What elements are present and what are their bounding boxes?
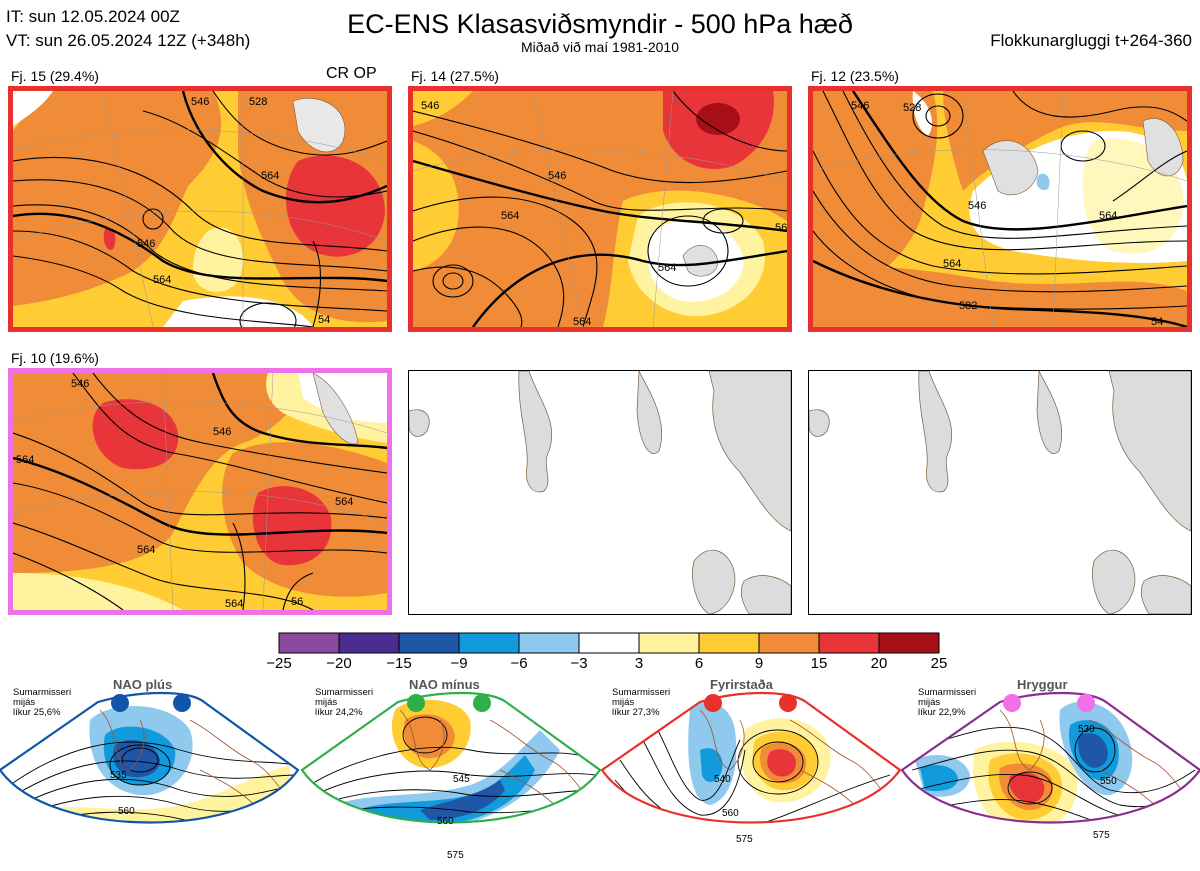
- contour-label: 528: [249, 96, 267, 108]
- empty-map-panel-1: [408, 370, 792, 615]
- colorbar-segment: [698, 632, 760, 654]
- colorbar-segment: [278, 632, 340, 654]
- colorbar-segment: [638, 632, 700, 654]
- contour-label: 564: [1099, 210, 1117, 222]
- contour-label: 564: [225, 598, 243, 610]
- contour-label: 564: [658, 262, 676, 274]
- regime-maps: 535 560 545 560 575: [0, 691, 1200, 861]
- contour-label: 546: [968, 200, 986, 212]
- regime-3-description: Sumarmisseri mijás líkur 27,3%: [612, 687, 671, 718]
- contour-label: 564: [573, 316, 591, 327]
- regime-1-name: NAO plús: [113, 677, 173, 692]
- regime-contour-label: 575: [1093, 830, 1110, 841]
- regime-2-name: NAO mínus: [409, 677, 480, 692]
- contour-label: 582: [959, 300, 977, 312]
- contour-label: 546: [851, 100, 869, 112]
- regime-4-name: Hryggur: [1017, 677, 1068, 692]
- regime-contour-label: 575: [736, 834, 753, 845]
- colorbar-tick-label: 6: [694, 655, 704, 672]
- panel-4-label: Fj. 10 (19.6%): [11, 350, 99, 366]
- contour-label: 564: [335, 496, 353, 508]
- panel-2-label: Fj. 14 (27.5%): [411, 68, 499, 84]
- contour-label: 56: [775, 222, 787, 234]
- contour-label: 564: [16, 454, 34, 466]
- colorbar-tick-label: 9: [754, 655, 764, 672]
- contour-label: 528: [903, 102, 921, 114]
- contour-label: 564: [943, 258, 961, 270]
- regime-contour-label: 530: [1078, 724, 1095, 735]
- contour-label: 564: [137, 544, 155, 556]
- colorbar-tick-label: 3: [634, 655, 644, 672]
- contour-label: 54: [1151, 316, 1163, 327]
- regime-contour-label: 535: [110, 770, 127, 781]
- colorbar-tick-label: 20: [870, 655, 888, 672]
- contour-label: 56: [291, 596, 303, 608]
- contour-label: 546: [421, 100, 439, 112]
- page-subtitle: Miðað við maí 1981-2010: [521, 39, 679, 55]
- colorbar-tick-label: −20: [326, 655, 352, 672]
- colorbar-segment: [818, 632, 880, 654]
- cluster-map-4: 546 546 564 564 564 564 56: [13, 373, 387, 610]
- colorbar-segment: [578, 632, 640, 654]
- anomaly-colorbar: [278, 632, 940, 654]
- contour-label: 564: [501, 210, 519, 222]
- regime-4-description: Sumarmisseri mijás líkur 22,9%: [918, 687, 977, 718]
- colorbar-tick-label: −9: [450, 655, 468, 672]
- colorbar-segment: [758, 632, 820, 654]
- regime-contour-label: 575: [447, 850, 464, 861]
- colorbar-segment: [338, 632, 400, 654]
- contour-label: 564: [261, 170, 279, 182]
- colorbar-tick-label: −6: [510, 655, 528, 672]
- regime-contour-label: 560: [722, 808, 739, 819]
- colorbar-tick-label: −15: [386, 655, 412, 672]
- colorbar-tick-label: −3: [570, 655, 588, 672]
- colorbar-segment: [518, 632, 580, 654]
- contour-label: 54: [318, 314, 330, 326]
- cluster-map-panel-3: 546 528 546 564 564 582 54: [808, 86, 1192, 332]
- panel-1-op-label: CR OP: [326, 65, 377, 82]
- cluster-map-3: 546 528 546 564 564 582 54: [813, 91, 1187, 327]
- colorbar-segment: [458, 632, 520, 654]
- contour-label: 546: [191, 96, 209, 108]
- contour-label: 546: [548, 170, 566, 182]
- contour-label: 564: [153, 274, 171, 286]
- regime-contour-label: 560: [118, 806, 135, 817]
- colorbar-tick-label: −25: [266, 655, 292, 672]
- regime-contour-label: 545: [453, 774, 470, 785]
- regime-2-description: Sumarmisseri mijás líkur 24,2%: [315, 687, 374, 718]
- colorbar-tick-label: 25: [930, 655, 948, 672]
- classification-window: Flokkunargluggi t+264-360: [990, 31, 1192, 50]
- valid-time: VT: sun 26.05.2024 12Z (+348h): [6, 31, 251, 50]
- empty-map-2: [809, 371, 1191, 614]
- regime-contour-label: 560: [437, 816, 454, 827]
- contour-label: 546: [71, 378, 89, 390]
- contour-label: 546: [213, 426, 231, 438]
- cluster-map-panel-2: 546 546 564 564 564 56: [408, 86, 792, 332]
- colorbar-segment: [398, 632, 460, 654]
- regime-contour-label: 540: [714, 774, 731, 785]
- page-title: EC-ENS Klasasviðsmyndir - 500 hPa hæð: [347, 9, 853, 39]
- colorbar-tick-label: 15: [810, 655, 828, 672]
- regime-3-name: Fyrirstaða: [710, 677, 773, 692]
- empty-map-1: [409, 371, 791, 614]
- cluster-map-2: 546 546 564 564 564 56: [413, 91, 787, 327]
- empty-map-panel-2: [808, 370, 1192, 615]
- initial-time: IT: sun 12.05.2024 00Z: [6, 7, 180, 26]
- colorbar-segment: [878, 632, 940, 654]
- regime-1-description: Sumarmisseri mijás líkur 25,6%: [13, 687, 72, 718]
- panel-1-label: Fj. 15 (29.4%): [11, 68, 99, 84]
- cluster-map-1: 546 528 564 546 564 54: [13, 91, 387, 327]
- panel-3-label: Fj. 12 (23.5%): [811, 68, 899, 84]
- contour-label: 546: [137, 238, 155, 250]
- cluster-map-panel-4: 546 546 564 564 564 564 56: [8, 368, 392, 615]
- regime-contour-label: 550: [1100, 776, 1117, 787]
- cluster-map-panel-1: 546 528 564 546 564 54: [8, 86, 392, 332]
